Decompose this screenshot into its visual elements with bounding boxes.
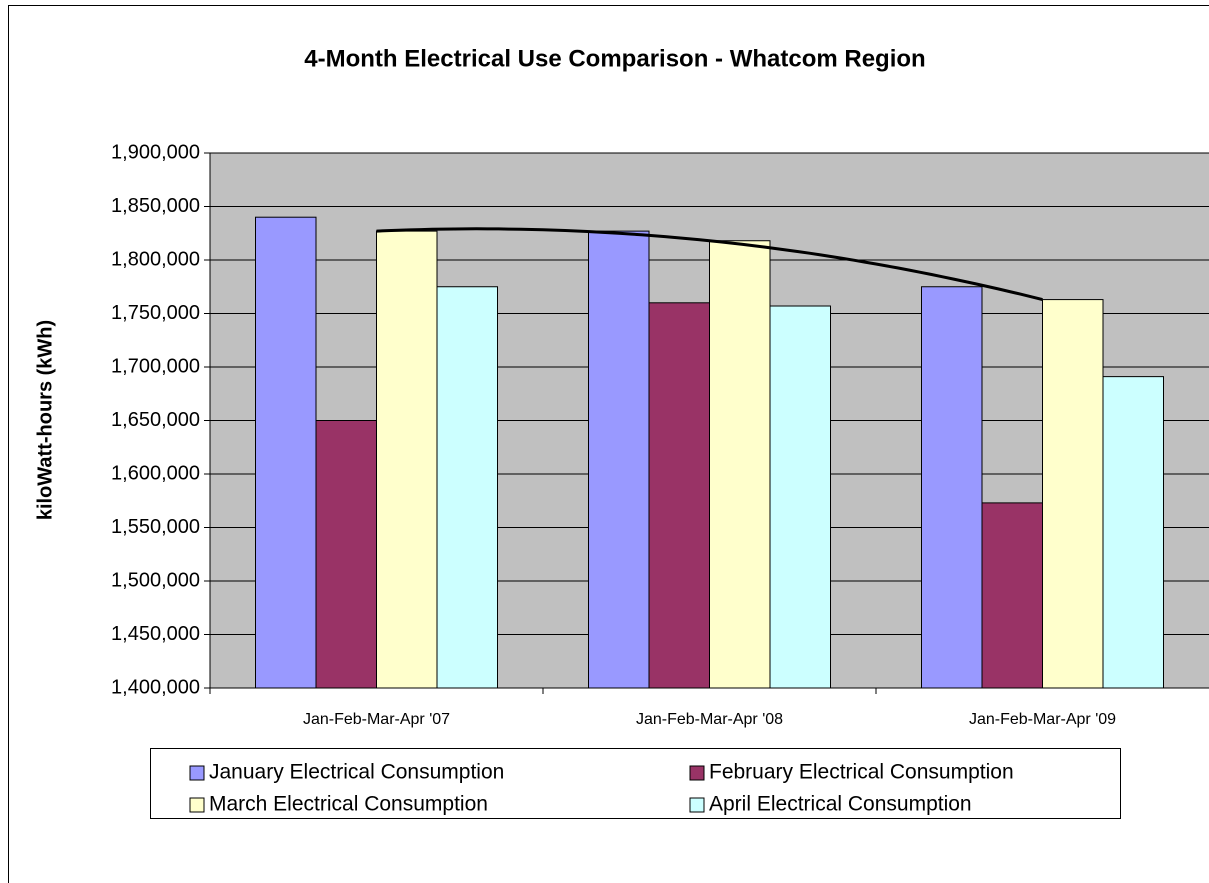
legend-label: April Electrical Consumption — [709, 793, 972, 816]
y-tick-label: 1,800,000 — [111, 248, 200, 270]
y-tick-label: 1,400,000 — [111, 676, 200, 698]
legend-box — [150, 748, 1121, 819]
y-tick-label: 1,600,000 — [111, 462, 200, 484]
legend-swatch — [189, 765, 205, 781]
chart-title: 4-Month Electrical Use Comparison - What… — [304, 45, 925, 72]
y-tick-label: 1,700,000 — [111, 355, 200, 377]
bar — [769, 305, 831, 689]
bar — [648, 302, 710, 689]
y-tick-label: 1,550,000 — [111, 516, 200, 538]
legend-label: January Electrical Consumption — [209, 761, 504, 784]
x-tick-label: Jan-Feb-Mar-Apr '09 — [969, 711, 1116, 728]
x-tick-label: Jan-Feb-Mar-Apr '08 — [636, 711, 783, 728]
bar — [1042, 299, 1104, 689]
y-axis-label: kiloWatt-hours (kWh) — [34, 320, 56, 520]
bar — [709, 240, 771, 689]
bar — [921, 286, 983, 689]
bar — [1102, 376, 1164, 689]
legend-swatch — [689, 797, 705, 813]
trendline — [376, 227, 1043, 302]
y-tick-label: 1,900,000 — [111, 141, 200, 163]
bar — [981, 502, 1043, 689]
y-tick-label: 1,750,000 — [111, 302, 200, 324]
x-tick-label: Jan-Feb-Mar-Apr '07 — [303, 711, 450, 728]
bar — [315, 420, 377, 689]
bar — [588, 230, 650, 689]
bar — [255, 216, 317, 689]
y-tick-label: 1,450,000 — [111, 623, 200, 645]
legend-swatch — [689, 765, 705, 781]
y-tick-label: 1,650,000 — [111, 409, 200, 431]
legend-swatch — [189, 797, 205, 813]
legend-label: March Electrical Consumption — [209, 793, 488, 816]
bar — [376, 230, 438, 689]
bar — [436, 286, 498, 689]
y-tick-label: 1,850,000 — [111, 195, 200, 217]
legend-label: February Electrical Consumption — [709, 761, 1014, 784]
y-tick-label: 1,500,000 — [111, 569, 200, 591]
